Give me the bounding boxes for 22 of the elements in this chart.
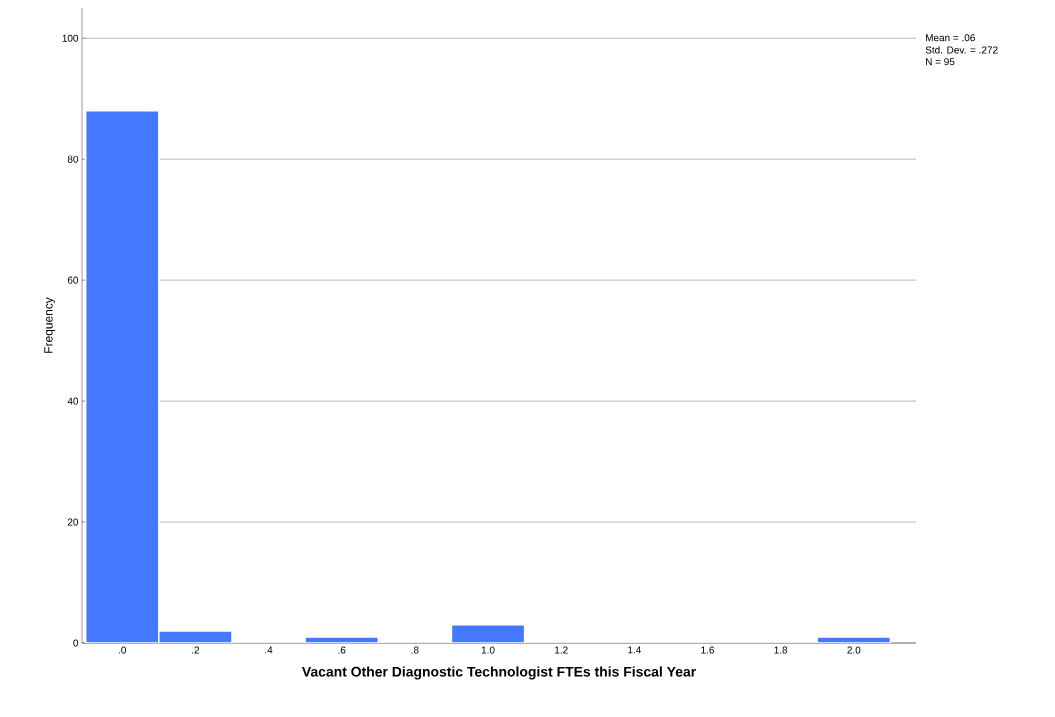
text: Mean = .06 (926, 34, 975, 42)
x-tick-label: .0 (118, 646, 127, 654)
x-tick-label: 1.6 (701, 646, 714, 654)
y-axis-title: Frequency (44, 297, 56, 353)
y-tick-label: 0 (73, 639, 79, 647)
text: Std. Dev. = .272 (925, 46, 998, 54)
x-tick-label: 1.2 (555, 646, 568, 654)
x-axis-title: Vacant Other Diagnostic Technologist FTEs this Fiscal Year (301, 666, 696, 680)
x-tick-label: .4 (265, 646, 273, 654)
y-tick-label: 100 (62, 34, 79, 42)
y-tick-label: 80 (67, 155, 79, 163)
text: N = 95 (926, 58, 955, 66)
x-tick-label: .2 (192, 646, 200, 654)
x-tick-label: 1.0 (481, 646, 495, 654)
x-tick-label: .8 (411, 646, 419, 654)
x-tick-label: 1.4 (628, 646, 641, 654)
x-tick-label: 1.8 (774, 646, 788, 654)
y-tick-label: 60 (67, 276, 79, 284)
y-tick-label: 40 (67, 397, 79, 405)
y-tick-label: 20 (67, 518, 79, 526)
x-tick-label: .6 (338, 646, 346, 654)
x-tick-label: 2.0 (847, 646, 861, 654)
